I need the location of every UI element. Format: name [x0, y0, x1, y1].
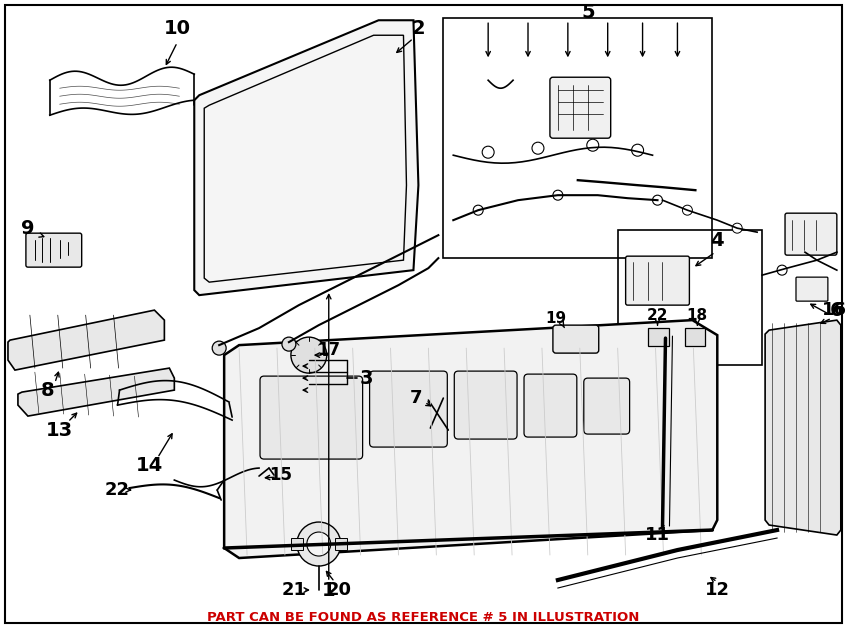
Text: 16: 16 — [822, 301, 847, 319]
Circle shape — [777, 265, 787, 275]
Polygon shape — [18, 368, 174, 416]
FancyBboxPatch shape — [550, 77, 610, 138]
Text: 8: 8 — [41, 381, 54, 399]
Text: 5: 5 — [581, 3, 595, 22]
Text: 14: 14 — [136, 455, 163, 475]
Circle shape — [632, 144, 643, 156]
Text: 19: 19 — [546, 311, 566, 326]
Text: 17: 17 — [317, 341, 340, 359]
Text: 10: 10 — [164, 19, 191, 38]
Circle shape — [482, 146, 494, 158]
Circle shape — [291, 337, 326, 373]
Circle shape — [300, 362, 308, 370]
Circle shape — [732, 223, 742, 233]
FancyBboxPatch shape — [370, 371, 447, 447]
Bar — [685, 328, 706, 346]
Bar — [444, 18, 712, 258]
Polygon shape — [8, 310, 164, 370]
Circle shape — [586, 139, 598, 151]
Circle shape — [473, 205, 483, 215]
Bar — [291, 538, 303, 550]
FancyBboxPatch shape — [552, 325, 598, 353]
Circle shape — [552, 190, 563, 200]
Bar — [335, 538, 347, 550]
FancyBboxPatch shape — [26, 233, 82, 267]
FancyBboxPatch shape — [796, 277, 828, 301]
Polygon shape — [765, 320, 841, 535]
Text: 18: 18 — [687, 308, 708, 323]
Text: 9: 9 — [21, 219, 35, 237]
Text: 2: 2 — [411, 19, 425, 38]
Circle shape — [297, 522, 341, 566]
FancyBboxPatch shape — [626, 256, 689, 305]
Circle shape — [439, 416, 447, 424]
Text: 6: 6 — [830, 301, 844, 320]
Bar — [648, 328, 670, 346]
FancyBboxPatch shape — [524, 374, 577, 437]
Circle shape — [532, 142, 544, 154]
Text: 1: 1 — [322, 580, 336, 600]
Circle shape — [212, 341, 226, 355]
Bar — [618, 230, 762, 365]
Circle shape — [300, 374, 308, 382]
Text: 3: 3 — [360, 369, 373, 387]
FancyBboxPatch shape — [584, 378, 630, 434]
Circle shape — [307, 532, 331, 556]
Text: 7: 7 — [411, 389, 422, 407]
Text: 20: 20 — [326, 581, 351, 599]
Polygon shape — [224, 320, 717, 558]
Text: 11: 11 — [645, 526, 670, 544]
Circle shape — [300, 386, 308, 394]
Circle shape — [653, 195, 662, 205]
Circle shape — [282, 337, 296, 351]
Polygon shape — [195, 20, 418, 295]
Text: 12: 12 — [705, 581, 730, 599]
FancyBboxPatch shape — [454, 371, 517, 439]
Text: 13: 13 — [46, 421, 73, 440]
Text: 22: 22 — [105, 481, 130, 499]
Text: PART CAN BE FOUND AS REFERENCE # 5 IN ILLUSTRATION: PART CAN BE FOUND AS REFERENCE # 5 IN IL… — [207, 610, 639, 624]
Text: 4: 4 — [711, 230, 724, 250]
Text: 15: 15 — [269, 466, 292, 484]
FancyBboxPatch shape — [785, 213, 837, 255]
Text: 22: 22 — [647, 308, 668, 323]
Circle shape — [683, 205, 693, 215]
Text: 21: 21 — [281, 581, 306, 599]
Circle shape — [433, 410, 440, 418]
FancyBboxPatch shape — [260, 376, 363, 459]
